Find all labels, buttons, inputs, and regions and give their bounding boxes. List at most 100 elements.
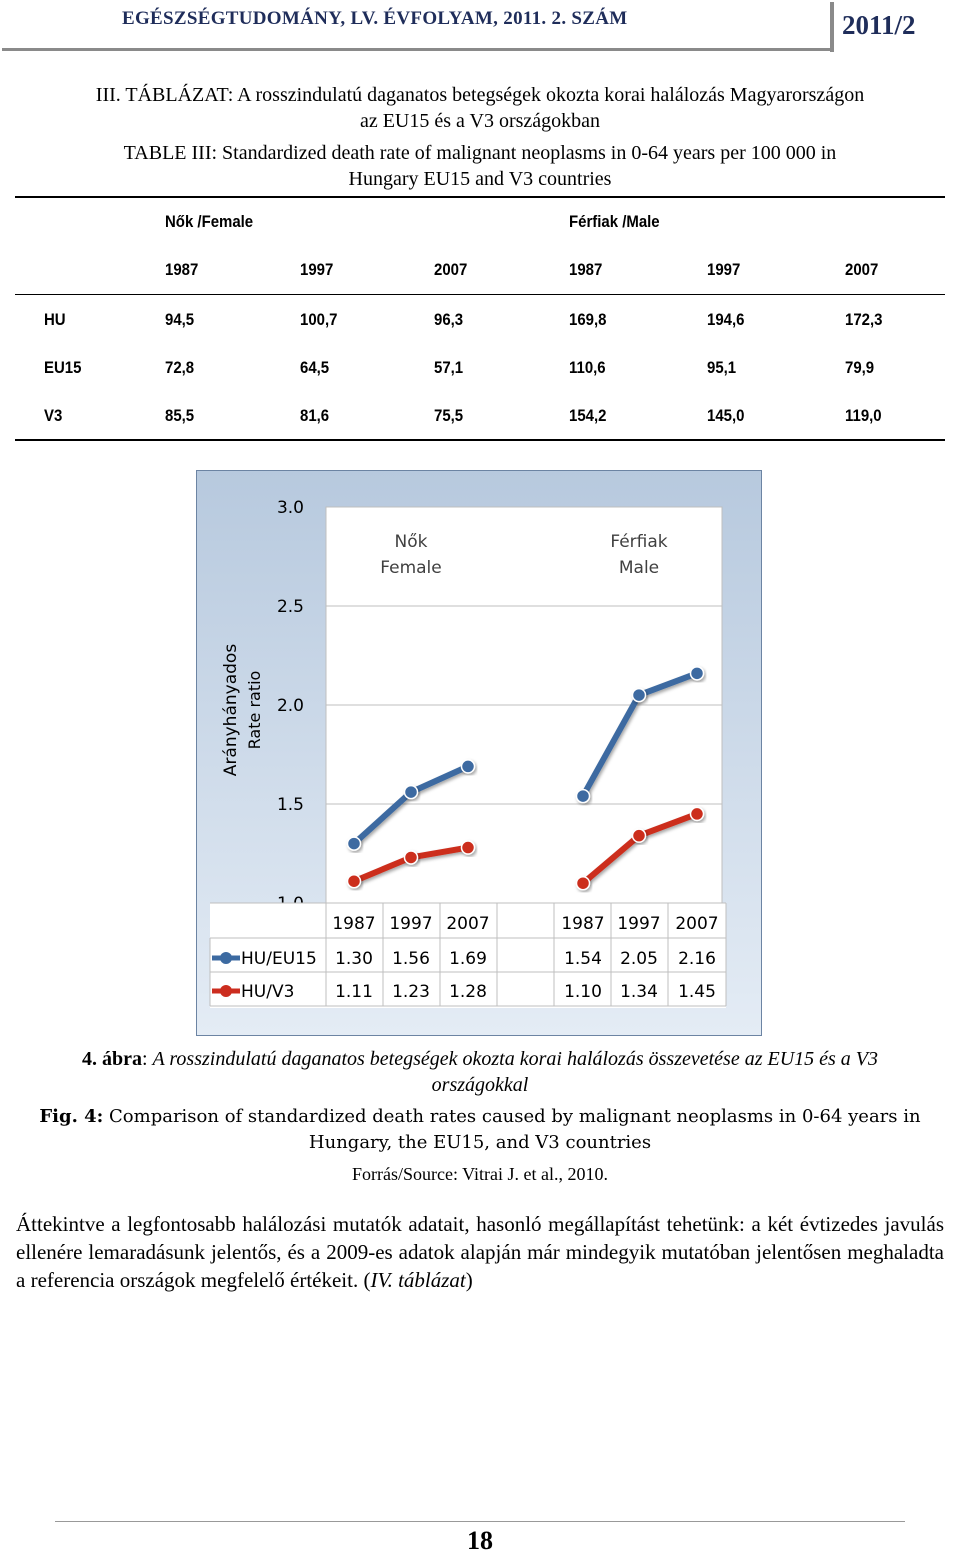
body-paragraph: Áttekintve a legfontosabb halálozási mut… [16,1210,944,1294]
table-cell: 94,5 [165,310,195,329]
data-point [575,875,591,891]
y-axis-title-hu: Arányhányados [221,644,241,777]
data-label: 2.05 [620,949,658,969]
table-cell: 110,6 [569,358,606,377]
year-header: 2007 [845,260,879,279]
data-label: 2.16 [678,949,716,969]
table-cell: 81,6 [300,406,330,425]
data-label: 1.30 [335,949,373,969]
data-point [689,666,705,681]
table-cell: 194,6 [707,310,745,329]
data-label: 1.45 [678,982,716,1002]
y-tick-label: 3.0 [277,498,304,518]
data-point [631,687,647,703]
figure-caption-en-2: Hungary, the EU15, and V3 countries [308,1132,652,1153]
data-point [403,784,419,800]
legend-marker [220,985,232,997]
body-text: Áttekintve a legfontosabb halálozási mut… [16,1212,944,1292]
data-label: 1.11 [335,982,373,1002]
year-header: 1997 [300,260,334,279]
year-header: 1987 [165,260,199,279]
caption-text-en: Comparison of standardized death rates c… [103,1106,921,1127]
caption-colon: : [141,1048,153,1070]
data-label: 1.23 [392,982,430,1002]
legend-label: HU/EU15 [241,949,317,969]
row-label: HU [44,310,66,329]
y-tick-label: 2.0 [277,696,304,716]
table-cell: 100,7 [300,310,338,329]
y-tick-label: 2.5 [277,597,304,617]
y-axis-title-en: Rate ratio [245,671,264,750]
x-category-label: 2007 [446,914,489,934]
group-label-en: Male [619,558,659,578]
group-label-hu: Nők [395,532,428,552]
x-category-label: 1997 [617,914,660,934]
plot-area: Nők Female Férfiak Male [325,506,723,904]
x-category-label: 1987 [561,914,604,934]
data-table-background [210,903,726,1008]
table-cell: 172,3 [845,310,883,329]
group-male: Férfiak /Male [569,212,660,231]
table-title-en-2: Hungary EU15 and V3 countries [348,168,612,190]
caption-text-hu: A rosszindulatú daganatos betegségek oko… [152,1048,879,1070]
y-tick-label: 1.5 [277,795,304,815]
data-point [346,873,362,889]
group-label-en: Female [380,558,441,578]
header-divider [830,2,834,52]
data-label: 1.69 [449,949,487,969]
series-lines [346,666,705,891]
data-label: 1.34 [620,982,658,1002]
row-label: V3 [44,406,63,425]
table-cell: 72,8 [165,358,195,377]
legend-marker [220,952,232,964]
table-title-en-1: TABLE III: Standardized death rate of ma… [123,142,837,164]
table-cell: 145,0 [707,406,745,425]
data-point [631,828,647,843]
header-rule [2,48,830,51]
x-category-label: 2007 [675,914,718,934]
table-cell: 85,5 [165,406,195,425]
table-bottom-rule [15,439,945,441]
table-title-hu-1: III. TÁBLÁZAT: A rosszindulatú daganatos… [95,84,865,106]
year-header: 2007 [434,260,468,279]
table-cell: 57,1 [434,358,464,377]
group-label-hu: Férfiak [610,532,667,552]
table-cell: 96,3 [434,310,464,329]
data-point [403,850,419,865]
data-point [575,788,591,804]
table-title-hu-2: az EU15 és a V3 országokban [359,110,601,132]
legend-label: HU/V3 [241,982,294,1002]
figure-caption-hu-1: 4. ábra: A rosszindulatú daganatos beteg… [0,1046,960,1072]
table-cell: 154,2 [569,406,607,425]
page-number: 18 [467,1526,493,1555]
body-text-end: ) [465,1268,473,1292]
data-point [346,836,362,851]
table-reference: IV. táblázat [370,1268,466,1292]
year-header: 1987 [569,260,603,279]
table-cell: 169,8 [569,310,607,329]
figure-label-hu: 4. ábra [81,1048,142,1070]
data-label: 1.56 [392,949,430,969]
data-label: 1.10 [564,982,602,1002]
figure-caption-hu-2: országokkal [0,1072,960,1098]
figure-caption-en-1: Fig. 4: Comparison of standardized death… [0,1104,960,1130]
row-label: EU15 [44,358,82,377]
x-category-label: 1997 [389,914,432,934]
y-axis: 3.02.52.01.51.0ArányhányadosRate ratio [221,498,304,914]
figure-source: Forrás/Source: Vitrai J. et al., 2010. [351,1164,609,1184]
data-point [689,806,705,822]
table-cell: 79,9 [845,358,875,377]
footer-rule [55,1521,905,1522]
table-cell: 75,5 [434,406,464,425]
table-cell: 119,0 [845,406,882,425]
figure-label-en: Fig. 4: [39,1106,104,1127]
x-category-label: 1987 [332,914,375,934]
table-header-rule [15,294,945,295]
data-point [460,840,476,855]
data-label: 1.28 [449,982,487,1002]
group-female: Nők /Female [165,212,254,231]
table-cell: 95,1 [707,358,737,377]
data-point [460,759,476,774]
chart-data-table: 1987 1997 2007 1987 1997 2007 HU/EU15 1.30 1.56 1… [209,902,727,1008]
